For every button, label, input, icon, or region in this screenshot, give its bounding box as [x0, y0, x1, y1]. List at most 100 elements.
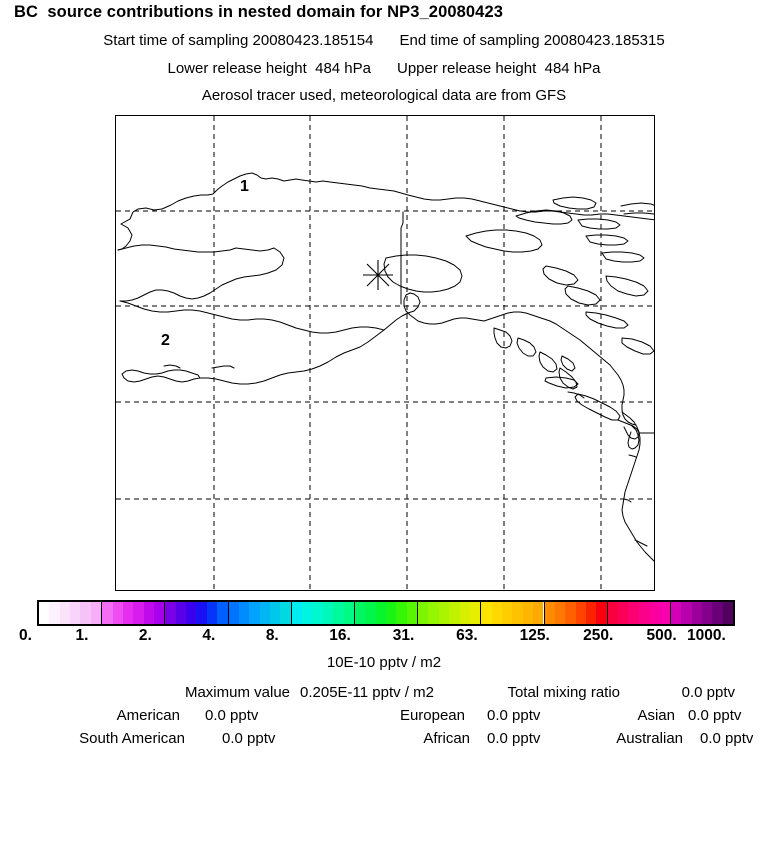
colorbar-band-10-4 [712, 602, 723, 624]
colorbar-band-2-0 [165, 602, 176, 624]
colorbar-band-7-3 [512, 602, 523, 624]
maximum-value-label: Maximum value [184, 684, 290, 701]
statistics-panel: Maximum value 0.205E-11 pptv / m2 Total … [0, 684, 768, 753]
colorbar-band-7-5 [533, 602, 544, 624]
colorbar-segment-3 [228, 602, 292, 624]
colorbar-band-3-2 [249, 602, 260, 624]
colorbar-tick-2: 2. [138, 627, 152, 644]
american-value: 0.0 pptv [205, 707, 259, 724]
colorbar-tick-1: 1. [75, 627, 89, 644]
colorbar-band-3-5 [280, 602, 291, 624]
colorbar-band-9-0 [607, 602, 619, 624]
lower-release-label: Lower release height [167, 60, 307, 77]
colorbar-band-7-0 [481, 602, 492, 624]
colorbar-band-8-2 [565, 602, 576, 624]
colorbar-band-1-4 [143, 602, 154, 624]
colorbar-tick-5: 16. [329, 627, 351, 644]
upper-release-label: Upper release height [397, 60, 537, 77]
european-value: 0.0 pptv [487, 707, 541, 724]
colorbar-segment-5 [354, 602, 419, 624]
graticule-gridlines [116, 116, 654, 590]
colorbar-tick-4: 8. [265, 627, 279, 644]
colorbar-band-0-5 [90, 602, 102, 624]
colorbar-tick-3: 4. [202, 627, 216, 644]
colorbar-band-8-4 [585, 602, 597, 624]
colorbar-band-4-5 [343, 602, 354, 624]
colorbar-band-4-0 [291, 602, 303, 624]
sampling-time-line: Start time of sampling 20080423.185154 En… [0, 32, 768, 49]
colorbar-band-2-3 [196, 602, 207, 624]
stat-row-continents-2: South American 0.0 pptv African 0.0 pptv… [0, 730, 768, 753]
australian-value: 0.0 pptv [700, 730, 754, 747]
end-time-label: End time of sampling [399, 32, 540, 49]
colorbar-band-5-2 [375, 602, 387, 624]
colorbar-band-9-4 [649, 602, 660, 624]
colorbar-band-8-1 [554, 602, 566, 624]
colorbar-band-10-5 [722, 602, 734, 624]
colorbar-segment-6 [418, 602, 482, 624]
asian-label: Asian [637, 707, 675, 724]
colorbar-segment-4 [291, 602, 355, 624]
colorbar-band-5-0 [354, 602, 366, 624]
colorbar-band-2-4 [206, 602, 218, 624]
colorbar-band-0-0 [39, 602, 50, 624]
colorbar-segment-1 [102, 602, 166, 624]
colorbar-tick-11: 1000. [687, 627, 726, 644]
colorbar-segment-9 [607, 602, 671, 624]
colorbar-tick-8: 125. [519, 627, 550, 644]
colorbar-band-4-3 [322, 602, 334, 624]
end-time-value: 20080423.185315 [543, 32, 665, 49]
colorbar-band-5-5 [406, 602, 418, 624]
stat-row-continents-1: American 0.0 pptv European 0.0 pptv Asia… [0, 707, 768, 730]
colorbar-band-10-1 [681, 602, 692, 624]
colorbar-segment-8 [544, 602, 608, 624]
asian-value: 0.0 pptv [688, 707, 742, 724]
south-american-label: South American [79, 730, 185, 747]
colorbar-band-10-0 [670, 602, 682, 624]
colorbar-band-6-1 [428, 602, 439, 624]
plot-page: BC source contributions in nested domain… [0, 3, 768, 753]
colorbar-band-6-5 [469, 602, 481, 624]
colorbar-band-1-5 [153, 602, 165, 624]
colorbar-band-8-5 [596, 602, 607, 624]
release-marker-layer [363, 260, 393, 290]
colorbar-band-9-2 [628, 602, 639, 624]
total-mixing-ratio-value: 0.0 pptv [681, 684, 735, 701]
colorbar-segment-2 [165, 602, 229, 624]
region-label-1: 1 [240, 178, 249, 195]
colorbar-band-4-4 [333, 602, 344, 624]
colorbar-band-6-4 [459, 602, 470, 624]
colorbar[interactable] [37, 600, 735, 626]
african-label: African [423, 730, 470, 747]
colorbar-tick-9: 250. [583, 627, 614, 644]
colorbar-band-0-4 [80, 602, 91, 624]
upper-release-value: 484 hPa [544, 60, 601, 77]
european-label: European [399, 707, 465, 724]
colorbar-band-1-2 [122, 602, 134, 624]
asterisk-marker [363, 260, 393, 290]
colorbar-band-2-1 [175, 602, 187, 624]
colorbar-segment-7 [481, 602, 545, 624]
colorbar-unit-label: 10E-10 pptv / m2 [326, 654, 442, 671]
colorbar-tick-7: 63. [456, 627, 478, 644]
start-time-label: Start time of sampling [103, 32, 249, 49]
colorbar-band-1-3 [133, 602, 144, 624]
colorbar-band-0-3 [70, 602, 81, 624]
colorbar-band-8-3 [575, 602, 586, 624]
colorbar-band-8-0 [544, 602, 555, 624]
colorbar-band-3-4 [270, 602, 281, 624]
colorbar-band-5-4 [396, 602, 407, 624]
colorbar-band-3-1 [238, 602, 250, 624]
colorbar-band-9-5 [659, 602, 670, 624]
colorbar-segment-10 [670, 602, 734, 624]
colorbar-band-7-4 [522, 602, 534, 624]
map-plot-area[interactable]: 1 2 [115, 115, 655, 591]
colorbar-band-9-1 [618, 602, 629, 624]
colorbar-tick-10: 500. [646, 627, 677, 644]
lower-release-value: 484 hPa [315, 60, 371, 77]
colorbar-band-5-1 [365, 602, 376, 624]
colorbar-band-7-2 [502, 602, 513, 624]
colorbar-band-3-0 [228, 602, 239, 624]
page-title: BC source contributions in nested domain… [14, 3, 504, 21]
release-height-line: Lower release height 484 hPa Upper releas… [0, 60, 768, 77]
